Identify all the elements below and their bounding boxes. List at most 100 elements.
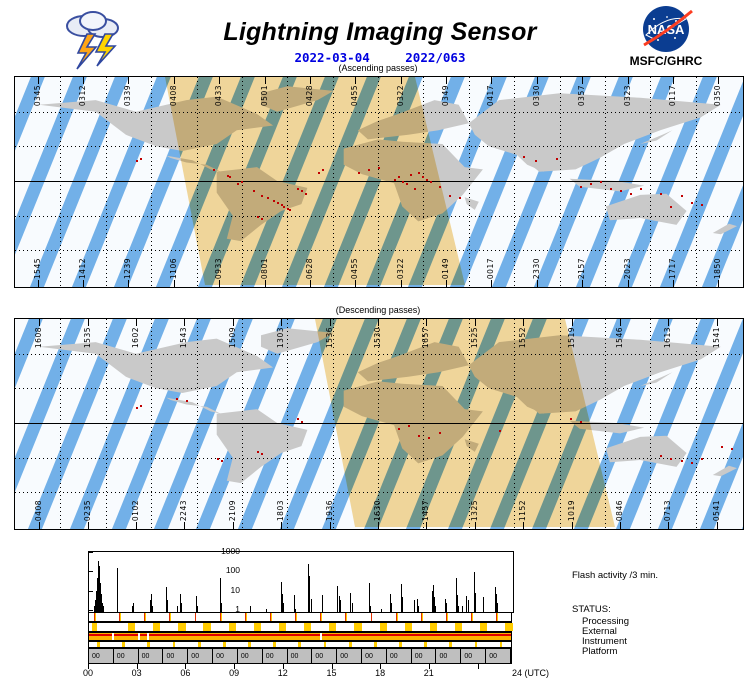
longitude-gridline [604,77,606,287]
lightning-flash-marker [448,194,451,197]
processing-alert-mark [119,613,120,621]
lightning-flash-marker [398,427,401,430]
nasa-center-label: MSFC/GHRC [629,54,703,68]
latitude-gridline [15,146,743,148]
orbit-time-label: 1525 [469,327,479,349]
lightning-flash-marker [418,171,421,174]
platform-status-mark [197,642,201,647]
axis-tick [136,319,137,326]
lightning-flash-marker [640,187,643,190]
date-bar: 2022-03-04 2022/063 [150,50,610,65]
axis-tick [491,280,493,287]
external-status-mark [354,623,362,631]
orbit-time-label: 0417 [486,85,496,107]
lightning-flash-marker [620,190,622,193]
axis-tick [571,319,573,326]
activity-bar [117,567,119,612]
activity-bar [497,602,499,612]
orbit-time-label: 0455 [350,85,360,107]
activity-bar [457,594,459,612]
orbit-time-label: 0357 [577,85,587,107]
orbit-box: 00 [486,649,511,663]
orbit-time-label: 0501 [259,85,269,107]
longitude-gridline [695,77,697,287]
instrument-gap-mark [147,633,150,640]
lightning-flash-marker [253,190,255,193]
latitude-gridline [15,353,743,355]
activity-bar [321,594,323,612]
orbit-time-label: 1106 [168,257,178,279]
instrument-gap-mark [137,633,140,640]
lightning-flash-marker [136,160,138,163]
axis-tick [219,77,221,84]
y-axis-label: 10 [230,584,240,595]
longitude-gridline [151,77,153,287]
orbit-time-label: 0541 [711,499,721,521]
orbit-time-label: 1457 [421,499,431,521]
activity-bar [95,591,97,612]
lightning-flash-marker [273,199,276,202]
orbit-time-label: 1630 [373,499,382,521]
activity-bar [458,606,460,612]
axis-tick [329,319,331,326]
axis-tick [446,280,448,287]
orbit-box: 00 [288,649,313,663]
external-status-mark [429,623,438,631]
latitude-gridline [15,215,743,217]
latitude-gridline [15,111,743,113]
continent-shape [712,223,737,235]
activity-bar [133,602,135,612]
y-axis-tick [89,571,93,573]
thunderstorm-icon [66,11,119,70]
axis-tick [264,77,266,84]
y-axis-label: 1000 [221,546,240,556]
orbit-time-label: 1303 [276,327,286,349]
orbit-box: 00 [89,649,114,663]
axis-tick [620,522,621,529]
longitude-gridline [695,319,697,529]
lightning-flash-marker [438,185,441,188]
axis-tick [582,77,584,84]
descending-pass-map[interactable]: 1608 1535 1602 1543 1509 1303 1536 1530 1657 1525… [14,318,744,530]
activity-bar [280,582,282,612]
orbit-time-label: 0017 [486,257,496,279]
activity-bar [483,597,485,612]
axis-tick [672,77,674,84]
continent-shape [712,465,737,477]
activity-bar [431,591,433,612]
axis-tick [523,522,525,529]
axis-tick [571,522,573,529]
page-header: Lightning Imaging Sensor 2022-03-04 2022… [0,0,756,76]
processing-alert-mark [219,613,221,621]
external-status-mark [128,623,136,631]
activity-bar [446,602,448,612]
lightning-flash-marker [257,215,259,218]
lightning-flash-marker [418,434,421,437]
external-status-mark [228,623,236,631]
page-title: Lightning Imaging Sensor [223,18,537,46]
activity-bar [97,561,99,612]
lightning-flash-marker [406,183,409,186]
orbit-time-label: 0322 [395,257,405,279]
lightning-flash-marker [216,457,219,460]
processing-alert-mark [345,613,347,621]
external-status-mark [253,623,261,631]
orbit-time-label: 0933 [214,257,224,279]
orbit-time-label: 0846 [615,499,624,521]
ascending-pass-map[interactable]: 0345 0312 0339 0408 0433 0501 0428 0455 0322 0349… [14,76,744,288]
instrument-status-band [89,633,511,640]
axis-tick [87,522,89,529]
orbit-time-label: 0628 [304,257,314,279]
y-axis-tick [89,590,93,592]
orbit-box: 00 [114,649,139,663]
orbit-box: 00 [164,649,189,663]
orbit-time-label: 0149 [441,257,451,279]
hour-label: 03 [131,668,142,678]
flash-activity-chart[interactable] [88,551,514,613]
continent-shape [166,155,221,172]
processing-alert-mark [93,613,95,621]
orbit-time-label: 0330 [531,85,541,107]
axis-tick [400,77,402,84]
axis-tick [523,319,525,326]
external-status-mark [278,623,287,631]
